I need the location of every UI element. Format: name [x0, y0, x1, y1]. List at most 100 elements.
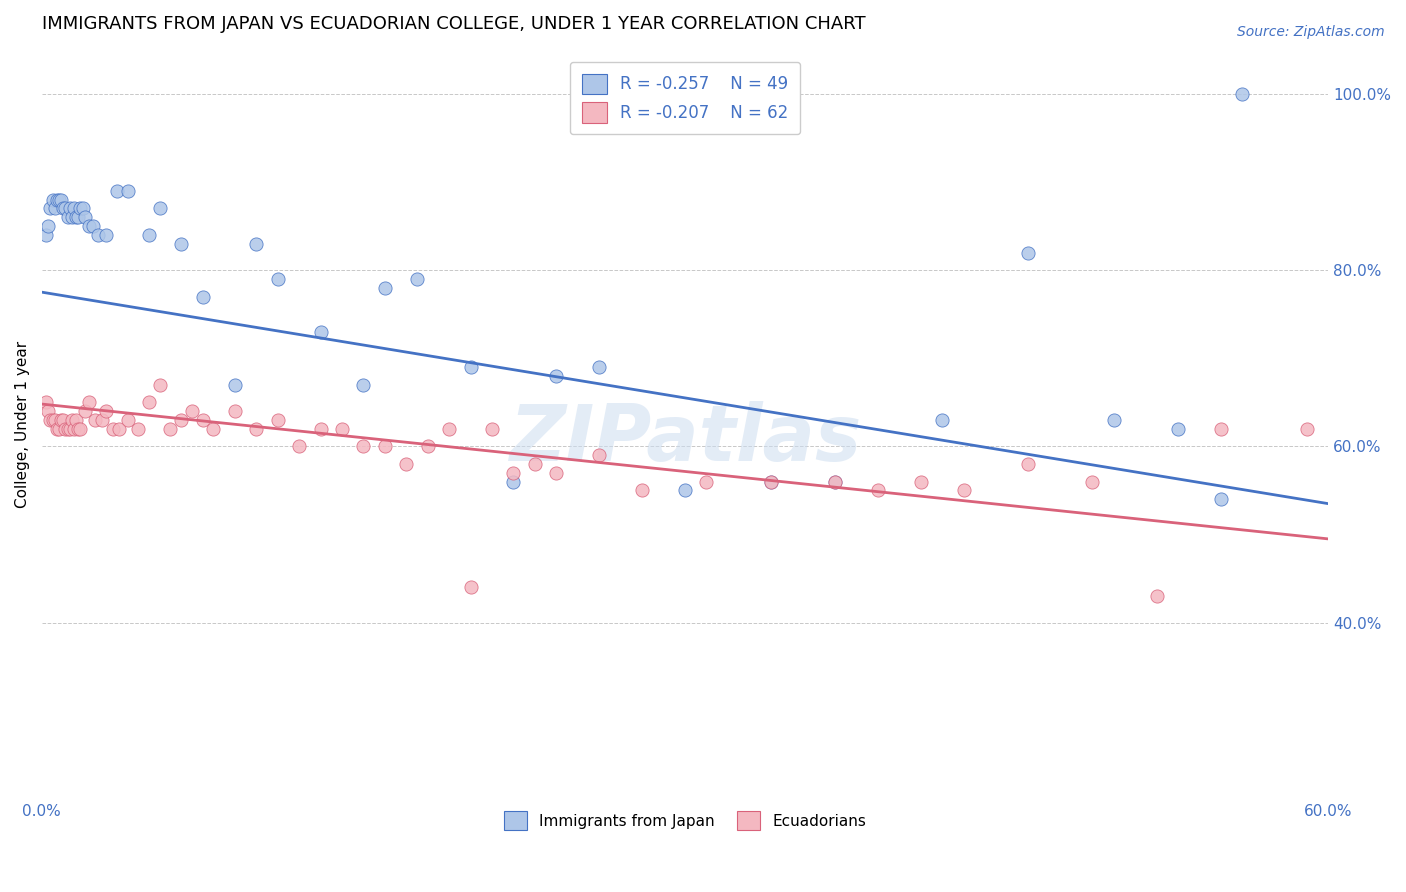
Point: [37, 219, 59, 233]
Text: ZIPatlas: ZIPatlas: [509, 401, 860, 477]
Point: [352, 439, 374, 453]
Point: [65, 413, 87, 427]
Point: [149, 202, 172, 216]
Point: [1167, 422, 1189, 436]
Point: [523, 457, 546, 471]
Point: [39, 202, 62, 216]
Point: [309, 325, 332, 339]
Point: [406, 272, 429, 286]
Point: [502, 475, 524, 489]
Point: [170, 236, 193, 251]
Point: [48, 422, 70, 436]
Point: [309, 422, 332, 436]
Point: [56, 422, 79, 436]
Text: IMMIGRANTS FROM JAPAN VS ECUADORIAN COLLEGE, UNDER 1 YEAR CORRELATION CHART: IMMIGRANTS FROM JAPAN VS ECUADORIAN COLL…: [42, 15, 866, 33]
Point: [191, 413, 214, 427]
Point: [1295, 422, 1317, 436]
Point: [94, 404, 117, 418]
Point: [35, 395, 58, 409]
Point: [117, 184, 139, 198]
Point: [546, 466, 568, 480]
Point: [67, 422, 90, 436]
Point: [759, 475, 782, 489]
Point: [41, 413, 63, 427]
Point: [546, 368, 568, 383]
Point: [245, 422, 267, 436]
Point: [73, 404, 96, 418]
Point: [266, 272, 288, 286]
Point: [39, 413, 62, 427]
Point: [60, 413, 83, 427]
Point: [1146, 589, 1168, 603]
Point: [180, 404, 202, 418]
Point: [59, 422, 82, 436]
Point: [48, 193, 70, 207]
Point: [63, 422, 86, 436]
Point: [59, 202, 82, 216]
Point: [170, 413, 193, 427]
Point: [105, 184, 128, 198]
Point: [37, 404, 59, 418]
Point: [460, 580, 482, 594]
Point: [1081, 475, 1104, 489]
Point: [67, 211, 90, 225]
Point: [202, 422, 225, 436]
Point: [1209, 422, 1232, 436]
Point: [90, 413, 112, 427]
Point: [824, 475, 846, 489]
Point: [65, 211, 87, 225]
Point: [330, 422, 353, 436]
Point: [502, 466, 524, 480]
Point: [77, 219, 100, 233]
Point: [1232, 87, 1254, 101]
Point: [69, 422, 91, 436]
Point: [117, 413, 139, 427]
Point: [63, 202, 86, 216]
Point: [224, 404, 246, 418]
Point: [108, 422, 131, 436]
Y-axis label: College, Under 1 year: College, Under 1 year: [15, 341, 30, 508]
Point: [45, 422, 67, 436]
Point: [910, 475, 932, 489]
Point: [695, 475, 717, 489]
Point: [127, 422, 149, 436]
Point: [288, 439, 311, 453]
Point: [52, 202, 75, 216]
Point: [631, 483, 654, 498]
Point: [824, 475, 846, 489]
Point: [101, 422, 124, 436]
Point: [41, 193, 63, 207]
Point: [352, 377, 374, 392]
Point: [1209, 492, 1232, 507]
Point: [460, 359, 482, 374]
Point: [673, 483, 696, 498]
Point: [416, 439, 439, 453]
Point: [149, 377, 172, 392]
Point: [44, 202, 66, 216]
Point: [52, 413, 75, 427]
Point: [86, 227, 108, 242]
Point: [588, 448, 610, 462]
Point: [45, 193, 67, 207]
Point: [1102, 413, 1125, 427]
Point: [374, 439, 396, 453]
Point: [44, 413, 66, 427]
Point: [56, 211, 79, 225]
Point: [395, 457, 418, 471]
Point: [49, 413, 72, 427]
Point: [224, 377, 246, 392]
Point: [138, 395, 160, 409]
Point: [69, 202, 91, 216]
Point: [49, 193, 72, 207]
Point: [481, 422, 503, 436]
Point: [374, 281, 396, 295]
Point: [866, 483, 889, 498]
Point: [82, 219, 104, 233]
Point: [73, 211, 96, 225]
Legend: Immigrants from Japan, Ecuadorians: Immigrants from Japan, Ecuadorians: [498, 805, 873, 836]
Point: [931, 413, 953, 427]
Point: [191, 289, 214, 303]
Point: [55, 202, 77, 216]
Point: [138, 227, 160, 242]
Point: [1017, 245, 1039, 260]
